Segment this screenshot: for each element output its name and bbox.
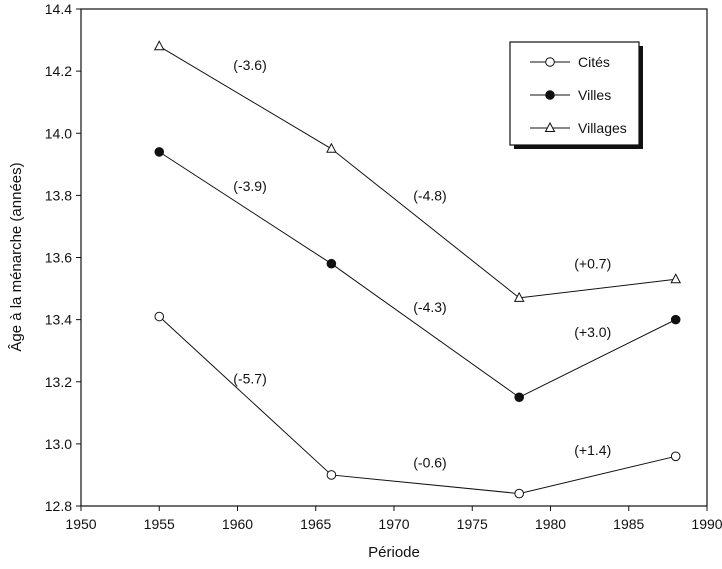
x-tick-label: 1975 [457, 516, 488, 532]
legend-label: Villes [578, 87, 611, 103]
annotation-label: (+3.0) [574, 324, 611, 340]
series-line [158, 151, 676, 398]
triangle-marker [153, 40, 165, 51]
y-tick-label: 14.2 [45, 63, 72, 79]
series-cités [154, 311, 681, 499]
series-group [153, 40, 682, 499]
series-villes [154, 147, 681, 403]
annotation-label: (+0.7) [574, 256, 611, 272]
x-tick-label: 1955 [144, 516, 175, 532]
y-axis: 12.8 13.0 13.2 13.4 13.6 13.8 14.0 14.2 14.4 [45, 1, 81, 514]
series-line [158, 316, 676, 495]
annotation-label: (-0.6) [413, 455, 446, 471]
legend-label: Villages [578, 120, 627, 136]
annotation-label: (+1.4) [574, 442, 611, 458]
legend: Cités Villes Villages [509, 41, 643, 149]
legend-item-villes: Villes [530, 87, 611, 103]
filled-circle-marker [326, 258, 337, 269]
x-axis-label: Période [368, 544, 420, 561]
open-circle-marker [514, 488, 525, 499]
filled-circle-marker [154, 147, 165, 157]
annotation-label: (-4.8) [413, 187, 446, 203]
y-tick-label: 13.0 [45, 436, 72, 452]
legend-item-cités: Cités [530, 54, 610, 70]
legend-item-villages: Villages [530, 120, 627, 136]
open-circle-marker [545, 57, 555, 67]
series-line [158, 45, 676, 299]
x-tick-label: 1950 [65, 516, 96, 532]
legend-label: Cités [578, 54, 610, 70]
open-circle-marker [326, 470, 337, 480]
x-axis: 1950 1955 1960 1965 1970 1975 1980 1985 1990 [65, 506, 722, 532]
annotation-label: (-4.3) [413, 299, 446, 315]
y-tick-label: 13.4 [45, 312, 72, 328]
open-circle-marker [154, 311, 165, 322]
triangle-marker [513, 291, 525, 302]
x-tick-label: 1980 [535, 516, 566, 532]
x-tick-label: 1990 [691, 516, 722, 532]
y-axis-label: Âge à la ménarche (années) [8, 162, 25, 351]
open-circle-marker [670, 451, 681, 462]
filled-circle-marker [545, 90, 555, 100]
y-tick-label: 14.4 [45, 1, 72, 17]
y-tick-label: 13.6 [45, 250, 72, 266]
triangle-marker [326, 142, 337, 153]
y-tick-label: 13.2 [45, 374, 72, 390]
annotations: (-3.6) (-3.9) (-4.8) (-4.3) (+0.7) (+3.0) (-5.… [233, 57, 611, 471]
y-tick-label: 13.8 [45, 187, 72, 203]
annotation-label: (-3.9) [233, 178, 266, 194]
filled-circle-marker [670, 314, 681, 325]
x-tick-label: 1965 [300, 516, 331, 532]
x-tick-label: 1960 [222, 516, 253, 532]
triangle-marker [544, 121, 556, 132]
x-tick-label: 1985 [613, 516, 644, 532]
y-tick-label: 14.0 [45, 125, 72, 141]
annotation-label: (-3.6) [233, 57, 266, 73]
annotation-label: (-5.7) [233, 371, 266, 387]
y-tick-label: 12.8 [45, 498, 72, 514]
filled-circle-marker [514, 392, 525, 403]
x-tick-label: 1970 [378, 516, 409, 532]
triangle-marker [670, 273, 682, 284]
series-villages [153, 40, 682, 302]
